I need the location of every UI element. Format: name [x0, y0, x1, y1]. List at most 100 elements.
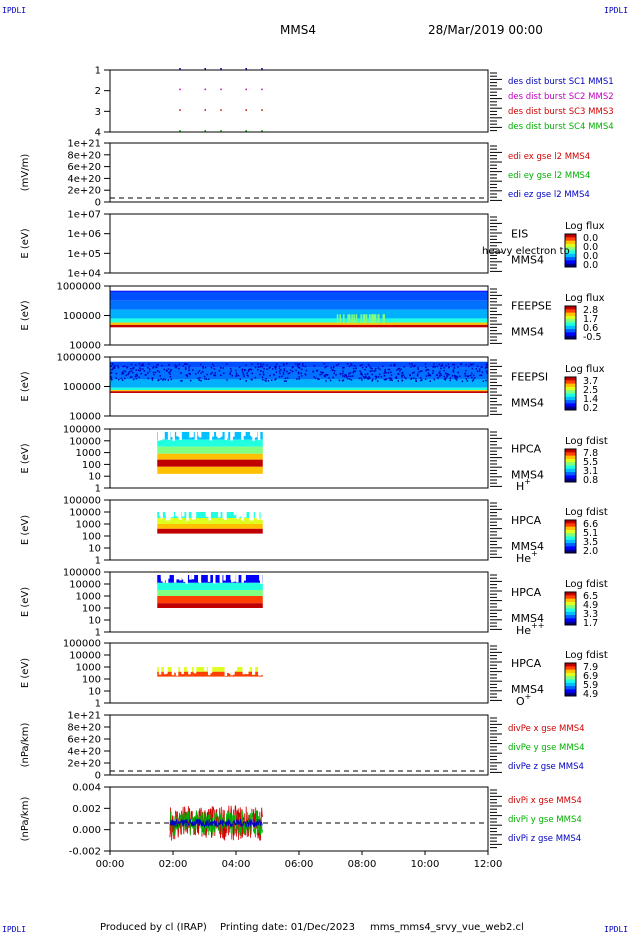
- feepsi-speck: [244, 369, 246, 372]
- edi-ytick-label: 6e+20: [67, 162, 101, 173]
- feepsi-speck: [333, 370, 336, 372]
- feepsi-speck: [219, 374, 222, 377]
- feepsi-speck: [183, 363, 186, 365]
- feepsi-speck: [237, 374, 240, 377]
- feepsi-speck: [348, 372, 350, 375]
- feepsi-speck: [394, 376, 397, 379]
- feepsi-speck: [270, 379, 273, 381]
- hpca_h-ytick-label: 100000: [63, 425, 101, 436]
- feepsi-speck: [471, 376, 473, 379]
- feepsi-speck: [440, 367, 442, 370]
- feepsi-speck: [262, 370, 265, 373]
- feepsi-speck: [213, 368, 216, 370]
- hpca_he1-colorbar-cell: [565, 523, 576, 528]
- feepsi-speck: [471, 380, 474, 382]
- hpca_he1-gap: [251, 512, 254, 521]
- feepsi-band: [110, 387, 488, 391]
- feepsi-speck: [178, 363, 181, 366]
- feepsi-speck: [301, 368, 303, 371]
- feepsi-speck: [147, 367, 149, 369]
- feepsi-speck: [473, 377, 476, 379]
- feepsi-speck: [342, 372, 344, 375]
- feepsi-speck: [472, 363, 474, 365]
- feepsi-speck: [140, 368, 142, 370]
- hpca_h-gap: [198, 431, 202, 438]
- date-title: 28/Mar/2019 00:00: [428, 23, 543, 37]
- panel-frame-feepse: [109, 285, 489, 346]
- hpca_o-ytick-label: 10: [88, 687, 101, 698]
- hpca_h-colorbar-cell: [565, 465, 576, 470]
- feepsi-speck: [316, 370, 319, 372]
- edi-ytick-label: 1e+21: [67, 139, 101, 150]
- feepsi-speck: [424, 378, 427, 381]
- feepsi-speck: [204, 378, 206, 380]
- feepsi-speck: [170, 368, 172, 371]
- feepsi-speck: [448, 373, 450, 376]
- feepse-ytick-label: 100000: [63, 311, 101, 322]
- feepsi-speck: [282, 363, 285, 366]
- feepsi-colorbar-cell: [565, 383, 576, 388]
- feepsi-speck: [170, 378, 173, 381]
- feepsi-speck: [168, 363, 171, 366]
- feepsi-speck: [405, 377, 407, 380]
- feepsi-speck: [354, 370, 356, 373]
- hpca_he2-gap: [241, 575, 244, 583]
- feepsi-speck: [444, 378, 447, 381]
- hpca_he2-ytick-label: 10000: [69, 580, 101, 591]
- feepsi-speck: [401, 371, 404, 374]
- hpca_o-charge: +: [525, 692, 532, 701]
- feepsi-speck: [157, 363, 159, 366]
- feepsi-speck: [297, 366, 300, 369]
- hpca_he2-spacecraft: MMS4: [511, 612, 544, 625]
- feepsi-speck: [364, 373, 367, 376]
- feepsi-speck: [455, 375, 457, 378]
- feepsi-speck: [200, 379, 202, 382]
- feepsi-speck: [203, 375, 206, 378]
- feepsi-speck: [419, 377, 422, 379]
- feepsi-speck: [137, 369, 140, 371]
- feepsi-speck: [388, 368, 391, 371]
- feepsi-speck: [323, 362, 325, 365]
- feepsi-speck: [411, 372, 414, 374]
- panels: 1 2 3 4 des dist burst SC1 MMS1 des dist burs…: [20, 66, 614, 871]
- feepsi-speck: [278, 365, 281, 368]
- feepsi-speck: [133, 366, 135, 369]
- feepsi-speck: [323, 375, 326, 377]
- hpca_o-gap: [186, 667, 190, 671]
- hpca_he1-gap: [241, 512, 244, 521]
- feepsi-speck: [289, 369, 292, 372]
- feepsi-instrument: FEEPSI: [511, 371, 548, 384]
- feepsi-speck: [211, 371, 213, 374]
- feepsi-speck: [451, 375, 454, 377]
- feepsi-speck: [286, 362, 288, 365]
- feepsi-speck: [195, 373, 197, 375]
- eis-colorbar-tick: 0.0: [583, 242, 598, 253]
- feepsi-speck: [231, 374, 233, 377]
- feepsi-speck: [448, 366, 450, 369]
- hpca_h-spacecraft: MMS4: [511, 469, 544, 482]
- feepsi-speck: [111, 368, 113, 371]
- hpca_he1-colorbar-cell: [565, 520, 576, 524]
- eis-colorbar-cell: [565, 263, 576, 268]
- hpca_he2-gap: [185, 575, 188, 580]
- hpca_h-colorbar-cell: [565, 472, 576, 476]
- feepsi-speck: [286, 370, 288, 373]
- hpca_h-band: [157, 439, 263, 447]
- hpca_he2-gap: [231, 575, 234, 582]
- burst-mark: [179, 68, 181, 70]
- feepsi-speck: [313, 376, 315, 378]
- legend-divpi: divPi z gse MMS4: [508, 834, 581, 844]
- feepsi-speck: [127, 373, 129, 376]
- feepsi-speck: [126, 367, 128, 369]
- feepsi-speck: [331, 369, 334, 372]
- feepsi-speck: [304, 373, 306, 375]
- legend-burst: des dist burst SC4 MMS4: [508, 122, 614, 132]
- hpca_h-gap: [209, 431, 213, 436]
- feepsi-speck: [132, 372, 134, 374]
- feepsi-speck: [198, 370, 201, 372]
- feepsi-speck: [446, 374, 448, 377]
- hpca_o-gap: [258, 667, 261, 676]
- feepsi-speck: [302, 365, 304, 367]
- burst-ytick-label: 4: [95, 128, 101, 139]
